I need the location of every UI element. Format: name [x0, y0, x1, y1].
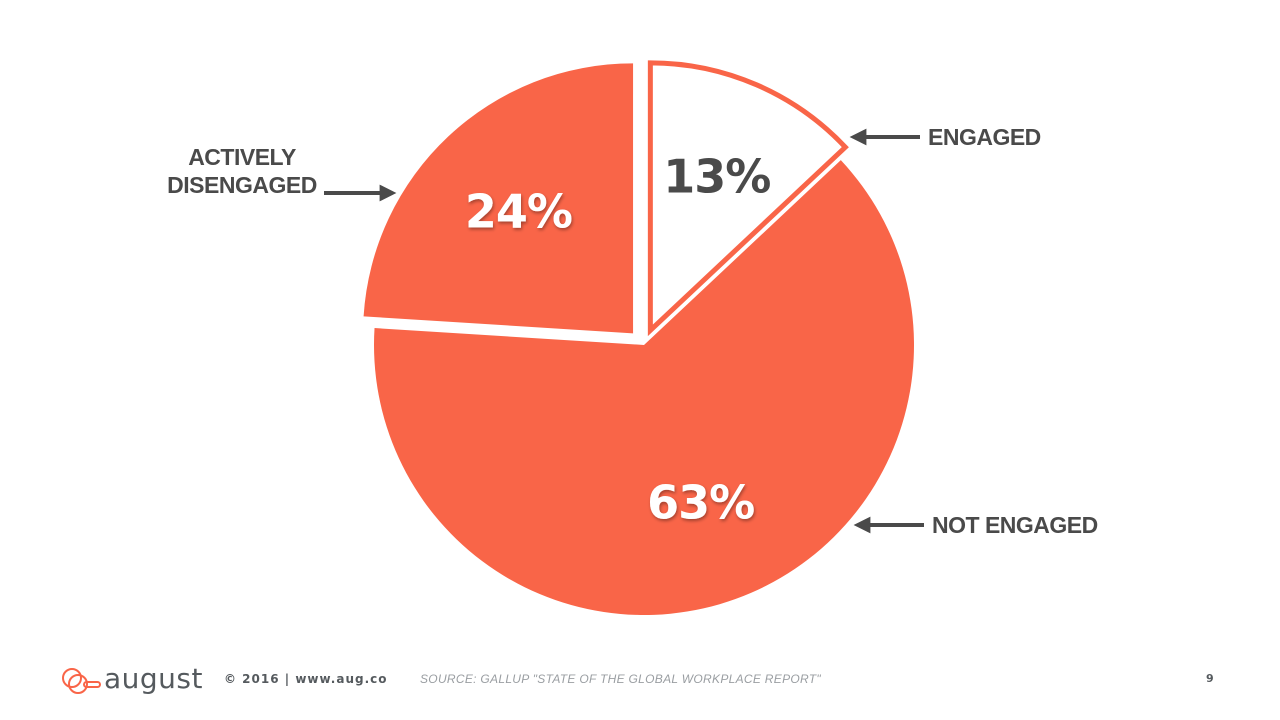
- logo-wordmark: august: [104, 662, 203, 695]
- callout-actively-disengaged: ACTIVELY DISENGAGED: [167, 144, 397, 202]
- callout-line: NOT ENGAGED: [932, 512, 1098, 538]
- slice-label-engaged: 13%: [663, 150, 770, 204]
- pie-labels: 13% 63% 24%: [465, 150, 771, 530]
- pie-slice-actively-disengaged: [363, 63, 634, 334]
- copyright-text: © 2016 | www.aug.co: [224, 672, 388, 686]
- slice-label-actively-disengaged: 24%: [465, 184, 572, 238]
- august-logo: august: [60, 662, 210, 700]
- pie-slice-engaged: [647, 60, 849, 337]
- callout-line: ACTIVELY: [188, 144, 296, 170]
- source-text: SOURCE: GALLUP "STATE OF THE GLOBAL WORK…: [420, 672, 821, 686]
- callout-line: DISENGAGED: [167, 172, 317, 198]
- callout-not-engaged: NOT ENGAGED: [853, 512, 1098, 538]
- pie-slice-not-engaged: [374, 160, 914, 615]
- pie-slices: [363, 60, 914, 615]
- pie-chart: 13% 63% 24% ENGAGED NOT ENGAGED ACTIVELY DISE…: [167, 60, 1098, 615]
- callout-label-not-engaged: NOT ENGAGED: [932, 512, 1098, 538]
- page-number: 9: [1206, 672, 1214, 685]
- footer: august © 2016 | www.aug.co SOURCE: GALLU…: [0, 660, 1280, 700]
- callout-line: ENGAGED: [928, 124, 1041, 150]
- callout-engaged: ENGAGED: [849, 124, 1041, 150]
- callout-label-actively-disengaged: ACTIVELY DISENGAGED: [167, 144, 317, 198]
- slice-label-not-engaged: 63%: [647, 476, 754, 530]
- callout-label-engaged: ENGAGED: [928, 124, 1041, 150]
- logo-mark-icon: [62, 668, 101, 694]
- pie-callouts: ENGAGED NOT ENGAGED ACTIVELY DISENGAGED: [167, 124, 1098, 538]
